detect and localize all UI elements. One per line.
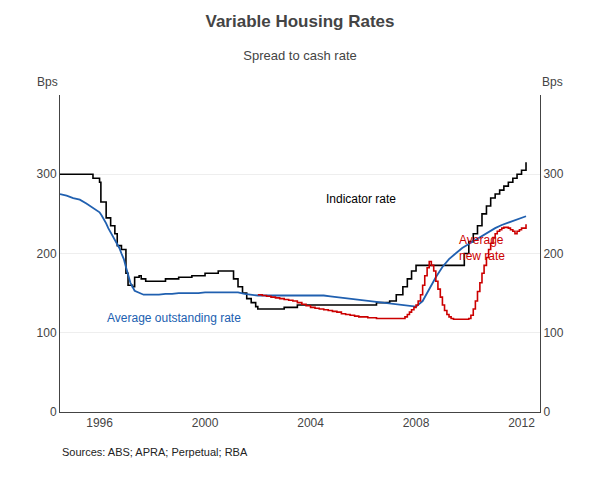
svg-text:Indicator rate: Indicator rate	[326, 192, 396, 206]
svg-text:Spread to cash rate: Spread to cash rate	[243, 48, 356, 63]
svg-text:Bps: Bps	[542, 75, 563, 89]
svg-text:Variable Housing Rates: Variable Housing Rates	[206, 12, 395, 31]
svg-text:2008: 2008	[403, 416, 430, 430]
svg-text:Average outstanding rate: Average outstanding rate	[107, 311, 241, 325]
svg-text:Sources: ABS; APRA; Perpetual;: Sources: ABS; APRA; Perpetual; RBA	[62, 446, 248, 458]
svg-text:100: 100	[37, 326, 57, 340]
svg-text:300: 300	[37, 167, 57, 181]
svg-text:0: 0	[543, 405, 550, 419]
svg-text:Averagenew rate: Averagenew rate	[459, 233, 505, 263]
svg-text:2000: 2000	[192, 416, 219, 430]
svg-text:200: 200	[543, 247, 563, 261]
svg-text:2004: 2004	[297, 416, 324, 430]
svg-text:200: 200	[37, 247, 57, 261]
svg-text:Bps: Bps	[37, 75, 58, 89]
svg-text:300: 300	[543, 167, 563, 181]
svg-text:100: 100	[543, 326, 563, 340]
svg-text:1996: 1996	[86, 416, 113, 430]
svg-text:2012: 2012	[508, 416, 535, 430]
svg-text:0: 0	[50, 405, 57, 419]
